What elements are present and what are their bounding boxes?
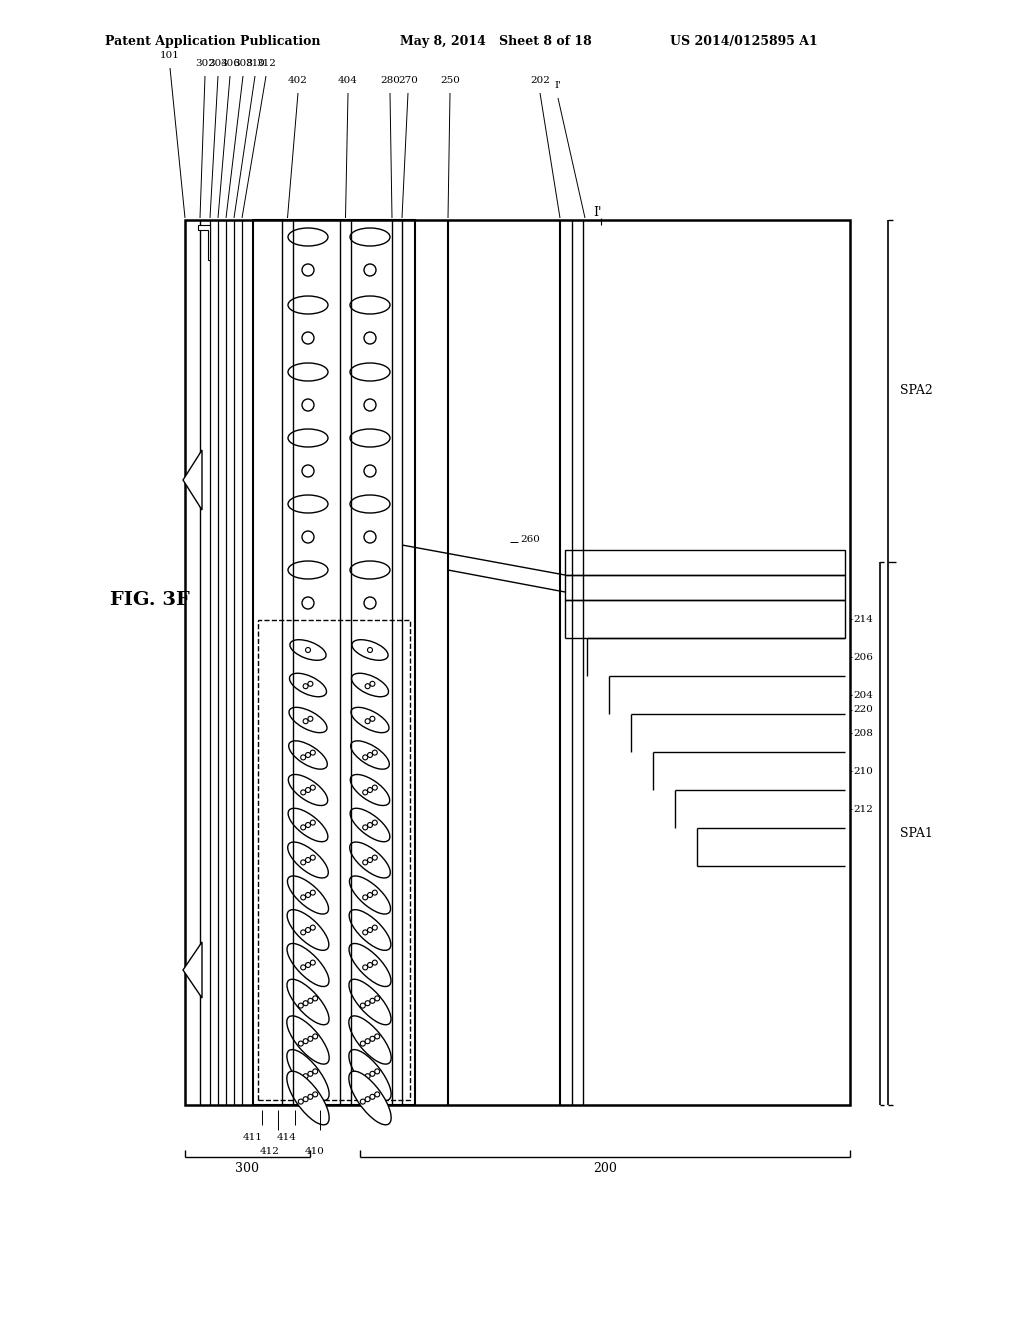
Ellipse shape [289, 741, 328, 770]
Ellipse shape [290, 640, 326, 660]
Ellipse shape [350, 775, 390, 805]
Text: 302: 302 [195, 59, 215, 69]
Ellipse shape [351, 708, 389, 733]
Polygon shape [183, 942, 202, 998]
Ellipse shape [288, 876, 329, 913]
Text: I': I' [555, 81, 561, 90]
Ellipse shape [349, 1071, 391, 1125]
Text: 220: 220 [853, 705, 872, 714]
Text: FIG. 3F: FIG. 3F [110, 591, 189, 609]
Ellipse shape [349, 1016, 391, 1064]
Text: 412: 412 [260, 1147, 280, 1156]
Text: 310: 310 [245, 59, 265, 69]
Bar [253, 220, 415, 1105]
Text: 206: 206 [853, 652, 872, 661]
Bar [258, 620, 410, 1100]
Text: SPA1: SPA1 [900, 828, 933, 840]
Ellipse shape [287, 944, 329, 986]
Ellipse shape [288, 842, 329, 878]
Text: 212: 212 [853, 804, 872, 813]
Text: May 8, 2014   Sheet 8 of 18: May 8, 2014 Sheet 8 of 18 [400, 36, 592, 49]
Text: 306: 306 [220, 59, 240, 69]
Ellipse shape [349, 842, 390, 878]
Ellipse shape [287, 979, 329, 1024]
Text: 210: 210 [853, 767, 872, 776]
Ellipse shape [287, 1049, 329, 1101]
Ellipse shape [349, 876, 390, 913]
Ellipse shape [288, 808, 328, 842]
Polygon shape [183, 450, 202, 510]
Text: 312: 312 [256, 59, 275, 69]
Ellipse shape [290, 673, 327, 697]
Text: 214: 214 [853, 615, 872, 623]
Text: 204: 204 [853, 690, 872, 700]
Ellipse shape [289, 708, 327, 733]
Text: 402: 402 [288, 77, 308, 84]
Ellipse shape [289, 775, 328, 805]
Ellipse shape [349, 979, 391, 1024]
Text: 208: 208 [853, 729, 872, 738]
Text: Patent Application Publication: Patent Application Publication [105, 36, 321, 49]
Text: 300: 300 [236, 1163, 259, 1176]
Text: I': I' [594, 206, 602, 219]
Text: 200: 200 [593, 1163, 616, 1176]
Ellipse shape [350, 741, 389, 770]
Text: 304: 304 [208, 59, 228, 69]
Text: 260: 260 [520, 536, 540, 544]
Ellipse shape [349, 909, 391, 950]
Text: 270: 270 [398, 77, 418, 84]
Bar [565, 550, 845, 576]
Ellipse shape [349, 1049, 391, 1101]
Text: 414: 414 [278, 1134, 297, 1143]
Polygon shape [198, 224, 210, 260]
Text: 280: 280 [380, 77, 400, 84]
Bar [565, 576, 845, 601]
Ellipse shape [287, 1071, 329, 1125]
Text: 250: 250 [440, 77, 460, 84]
Ellipse shape [350, 808, 390, 842]
Ellipse shape [352, 640, 388, 660]
Text: US 2014/0125895 A1: US 2014/0125895 A1 [670, 36, 818, 49]
Ellipse shape [351, 673, 388, 697]
Text: 202: 202 [530, 77, 550, 84]
Text: 101: 101 [160, 51, 180, 59]
Text: 410: 410 [305, 1147, 325, 1156]
Text: 404: 404 [338, 77, 358, 84]
Ellipse shape [287, 1016, 329, 1064]
Ellipse shape [287, 909, 329, 950]
Text: SPA2: SPA2 [900, 384, 933, 397]
Ellipse shape [349, 944, 391, 986]
Text: 308: 308 [233, 59, 253, 69]
Bar [185, 220, 850, 1105]
Text: 411: 411 [243, 1134, 263, 1143]
